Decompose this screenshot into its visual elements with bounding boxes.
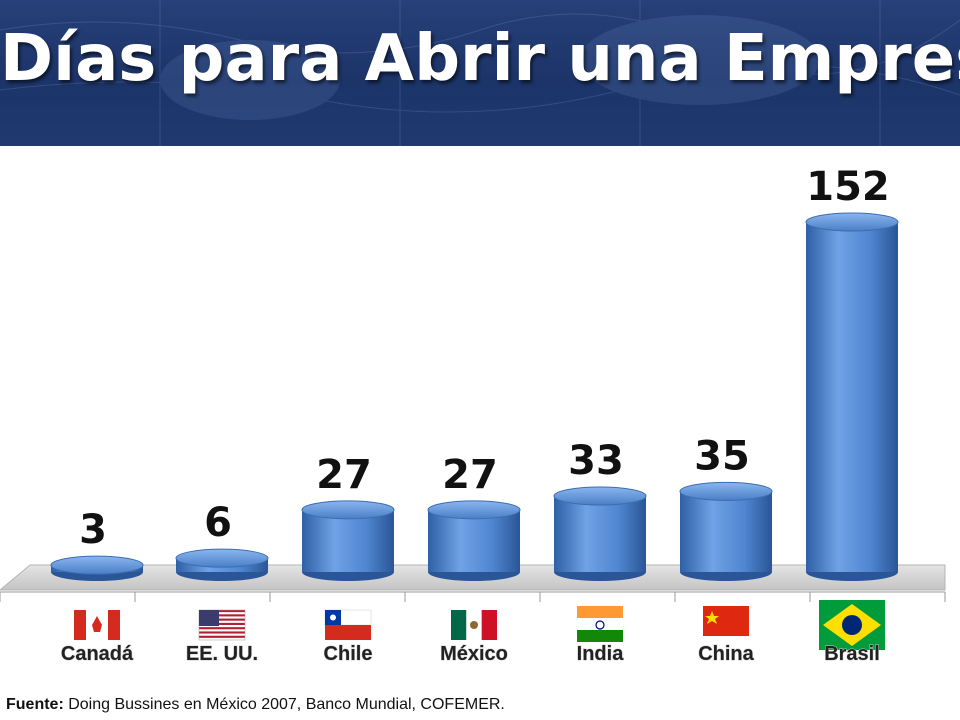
category-label: India — [577, 643, 625, 665]
bar-china — [679, 481, 773, 581]
category-label: México — [440, 643, 508, 665]
bar-body — [428, 509, 520, 572]
chile-flag-icon — [324, 609, 372, 640]
category-label: Brasil — [824, 643, 880, 665]
data-label: 6 — [204, 500, 232, 546]
bar-body — [680, 491, 772, 572]
data-label: 27 — [316, 452, 372, 498]
bar-cap — [553, 486, 647, 506]
category-flags: Canadá EE. UU. Chile México India China Brasil — [60, 600, 885, 666]
source-text: Doing Bussines en México 2007, Banco Mun… — [63, 696, 505, 713]
bar-chile — [301, 500, 395, 581]
bar-cap — [805, 212, 899, 232]
category-label: Canadá — [61, 643, 134, 665]
data-label: 35 — [694, 433, 750, 479]
brazil-flag-icon — [819, 600, 885, 650]
data-label: 3 — [79, 507, 107, 553]
data-label: 152 — [806, 164, 890, 210]
bar-mxico — [427, 500, 521, 581]
source-label: Fuente: — [6, 696, 64, 713]
data-label: 27 — [442, 452, 498, 498]
bar-cap — [175, 548, 269, 568]
bar-series: 3 6 27 27 33 35 152 — [0, 164, 946, 602]
bar-cap — [50, 555, 144, 575]
category-label: EE. UU. — [186, 643, 258, 665]
bar-cap — [301, 500, 395, 520]
bar-canad — [50, 555, 144, 581]
bar-chart: 3 6 27 27 33 35 152 Canadá EE. UU. Chile México In… — [0, 164, 946, 666]
bar-india — [553, 486, 647, 581]
page-title: Días para Abrir una Empresa — [0, 22, 960, 96]
mexico-flag-icon — [451, 610, 497, 640]
bar-body — [554, 496, 646, 572]
data-label: 33 — [568, 438, 624, 484]
bar-body — [806, 222, 898, 572]
bar-cap — [427, 500, 521, 520]
india-flag-icon — [577, 606, 623, 642]
category-label: Chile — [324, 643, 373, 665]
world-map-background — [0, 0, 960, 146]
bar-brasil — [805, 212, 899, 581]
canada-flag-icon — [74, 610, 120, 640]
china-flag-icon — [703, 606, 749, 636]
bar-body — [302, 509, 394, 572]
bar-eeuu — [175, 548, 269, 581]
category-label: China — [698, 643, 754, 665]
usa-flag-icon — [198, 609, 246, 641]
bar-cap — [679, 481, 773, 501]
header-banner: Días para Abrir una Empresa — [0, 0, 960, 146]
source-note: Fuente: Doing Bussines en México 2007, B… — [6, 696, 505, 714]
